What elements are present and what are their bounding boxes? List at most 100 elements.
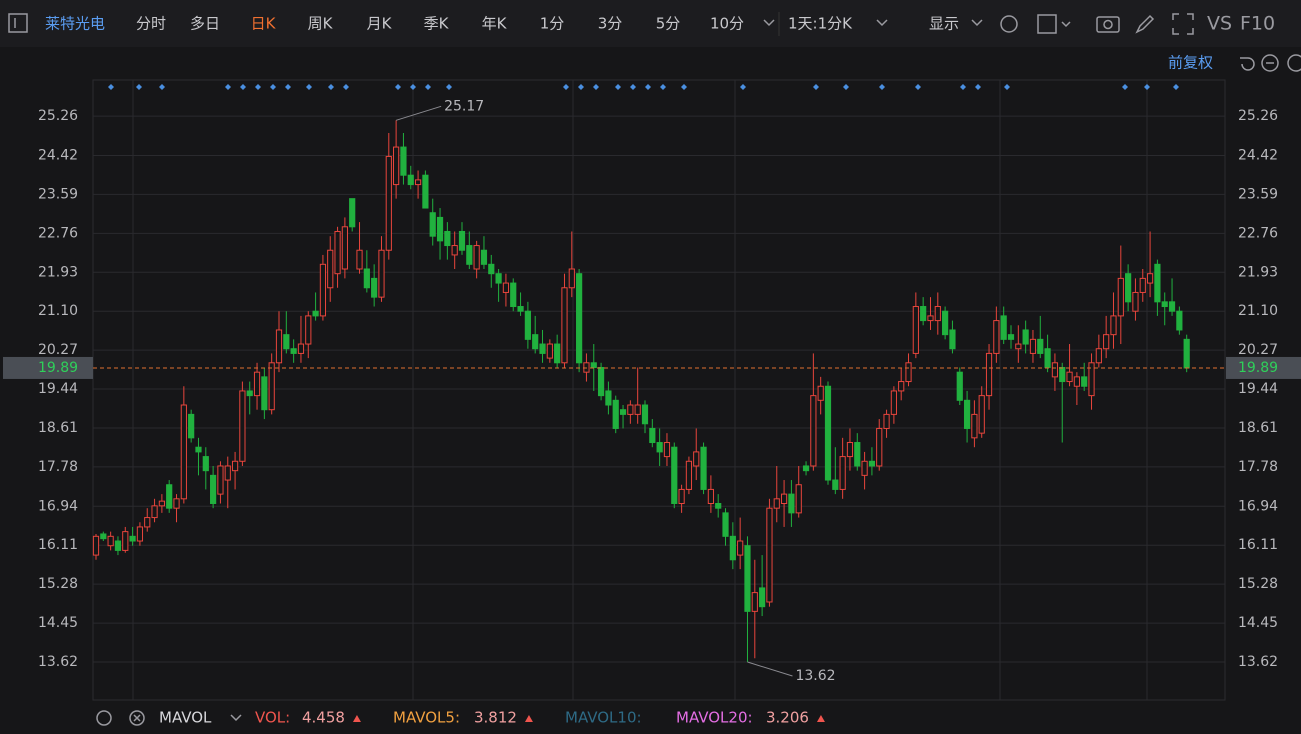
period-selector[interactable]: 1天:1分K bbox=[788, 15, 853, 33]
screenshot-icon[interactable] bbox=[1096, 16, 1120, 33]
candle-body bbox=[371, 277, 378, 298]
grid bbox=[93, 80, 1225, 700]
candle-body bbox=[1183, 338, 1190, 369]
candle-body bbox=[1044, 348, 1051, 368]
event-marker[interactable] bbox=[563, 84, 569, 90]
y-tick-label-right: 16.94 bbox=[1238, 498, 1278, 514]
candle-body bbox=[466, 245, 473, 265]
event-marker[interactable] bbox=[915, 84, 921, 90]
event-marker[interactable] bbox=[630, 84, 636, 90]
pen-icon[interactable] bbox=[1135, 14, 1155, 34]
candle-body bbox=[1132, 291, 1139, 312]
candle-body bbox=[707, 488, 714, 504]
y-tick-label: 22.76 bbox=[38, 225, 78, 241]
dropdown[interactable] bbox=[1061, 21, 1071, 28]
candle-body bbox=[795, 484, 802, 514]
zoom-out[interactable] bbox=[1261, 54, 1279, 72]
candle-body bbox=[261, 376, 268, 411]
event-marker[interactable] bbox=[159, 84, 165, 90]
annotation-leader bbox=[395, 105, 442, 121]
event-marker[interactable] bbox=[425, 84, 431, 90]
period-tab[interactable]: 月K bbox=[367, 15, 393, 33]
f10-button[interactable]: F10 bbox=[1240, 13, 1275, 35]
period-tab[interactable]: 季K bbox=[424, 15, 450, 33]
event-marker[interactable] bbox=[960, 84, 966, 90]
period-tab[interactable]: 周K bbox=[308, 15, 334, 33]
candle-body bbox=[217, 465, 224, 495]
period-tab[interactable]: 年K bbox=[482, 15, 508, 33]
candle-body bbox=[195, 446, 202, 453]
event-marker[interactable] bbox=[660, 84, 666, 90]
y-tick-label-right: 19.44 bbox=[1238, 381, 1278, 397]
adjust-mode[interactable]: 前复权 bbox=[1168, 54, 1213, 72]
event-marker[interactable] bbox=[593, 84, 599, 90]
candle-body bbox=[1015, 343, 1022, 350]
candle-body bbox=[444, 230, 451, 247]
period-tab[interactable]: 10分 bbox=[710, 15, 744, 33]
event-marker[interactable] bbox=[343, 84, 349, 90]
event-marker[interactable] bbox=[285, 84, 291, 90]
display-menu[interactable]: 显示 bbox=[929, 15, 959, 33]
y-tick-label: 14.45 bbox=[38, 615, 78, 631]
period-tab[interactable]: 分时 bbox=[136, 15, 166, 33]
event-marker[interactable] bbox=[1144, 84, 1150, 90]
y-tick-label-right: 16.11 bbox=[1238, 537, 1278, 553]
event-marker[interactable] bbox=[270, 84, 276, 90]
period-tab[interactable]: 5分 bbox=[656, 15, 681, 33]
indicator-close[interactable] bbox=[129, 710, 145, 726]
event-marker[interactable] bbox=[240, 84, 246, 90]
vs-button[interactable]: VS bbox=[1207, 13, 1232, 35]
sidebar-toggle[interactable] bbox=[8, 13, 28, 33]
event-marker[interactable] bbox=[255, 84, 261, 90]
period-tab[interactable]: 日K bbox=[251, 15, 277, 33]
period-tab[interactable]: 1分 bbox=[540, 15, 565, 33]
dropdown[interactable] bbox=[230, 714, 242, 722]
event-marker[interactable] bbox=[306, 84, 312, 90]
candle-body bbox=[985, 352, 993, 397]
indicator-settings[interactable] bbox=[96, 710, 112, 726]
event-marker[interactable] bbox=[395, 84, 401, 90]
event-marker[interactable] bbox=[578, 84, 584, 90]
period-tab[interactable]: 多日 bbox=[190, 15, 220, 33]
fullscreen-icon[interactable] bbox=[1172, 13, 1194, 35]
candle-body bbox=[1000, 315, 1007, 340]
event-marker[interactable] bbox=[1004, 84, 1010, 90]
candles bbox=[92, 120, 1190, 663]
event-marker[interactable] bbox=[645, 84, 651, 90]
dropdown[interactable] bbox=[876, 19, 888, 27]
event-marker[interactable] bbox=[615, 84, 621, 90]
candle-body bbox=[539, 343, 546, 354]
zoom-in[interactable] bbox=[1287, 54, 1301, 72]
event-marker[interactable] bbox=[879, 84, 885, 90]
period-tab[interactable]: 3分 bbox=[598, 15, 623, 33]
candle-body bbox=[927, 315, 934, 322]
event-marker[interactable] bbox=[410, 84, 416, 90]
event-marker[interactable] bbox=[681, 84, 687, 90]
draw-tool[interactable] bbox=[1037, 14, 1057, 34]
event-marker[interactable] bbox=[225, 84, 231, 90]
settings-icon[interactable] bbox=[1000, 15, 1018, 33]
event-marker[interactable] bbox=[446, 84, 452, 90]
event-marker[interactable] bbox=[740, 84, 746, 90]
candle-body bbox=[1051, 362, 1059, 378]
stock-name[interactable]: 莱特光电 bbox=[45, 15, 105, 33]
event-marker[interactable] bbox=[843, 84, 849, 90]
candle-body bbox=[876, 427, 883, 467]
candle-body bbox=[619, 409, 627, 415]
event-marker[interactable] bbox=[1173, 84, 1179, 90]
more-periods[interactable] bbox=[763, 19, 775, 27]
y-tick-label: 19.44 bbox=[38, 381, 78, 397]
candle-body bbox=[663, 442, 671, 458]
candle-body bbox=[861, 460, 868, 476]
event-marker[interactable] bbox=[1122, 84, 1128, 90]
y-tick-label: 13.62 bbox=[38, 654, 78, 670]
dropdown[interactable] bbox=[971, 19, 983, 27]
event-marker[interactable] bbox=[975, 84, 981, 90]
candle-body bbox=[839, 456, 846, 490]
event-marker[interactable] bbox=[108, 84, 114, 90]
indicator-name[interactable]: MAVOL bbox=[159, 709, 212, 727]
event-marker[interactable] bbox=[328, 84, 334, 90]
event-marker[interactable] bbox=[813, 84, 819, 90]
reset-icon[interactable] bbox=[1240, 57, 1255, 71]
event-marker[interactable] bbox=[136, 84, 142, 90]
